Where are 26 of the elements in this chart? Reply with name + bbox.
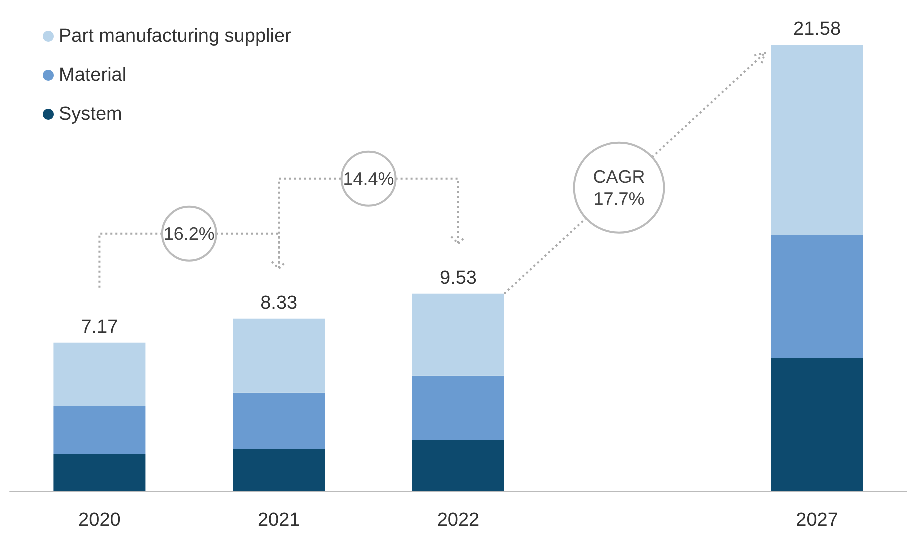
x-tick-label: 2027 — [796, 510, 838, 531]
annotation: 14.4% — [343, 168, 394, 189]
bar — [233, 318, 326, 393]
bar — [54, 406, 146, 454]
annotation: 7.17 — [81, 316, 118, 338]
bar — [412, 440, 504, 491]
legend-label: System — [59, 104, 122, 125]
bar — [771, 45, 864, 235]
annotation: 8.33 — [260, 292, 298, 314]
bar — [771, 358, 864, 491]
bar — [233, 449, 326, 491]
bar — [412, 376, 504, 440]
annotation: 16.2% — [164, 224, 215, 244]
annotation: 9.53 — [440, 268, 477, 289]
x-tick-label: 2020 — [78, 510, 121, 531]
bar — [412, 294, 504, 376]
x-tick-label: 2022 — [437, 510, 480, 531]
bar — [54, 454, 146, 491]
legend-label: Part manufacturing supplier — [59, 26, 292, 47]
bar — [54, 342, 146, 406]
bar — [771, 234, 864, 358]
bar — [233, 392, 326, 450]
annotation: 21.58 — [794, 19, 842, 40]
legend-label: Material — [59, 65, 127, 86]
annotation: CAGR 17.7% — [593, 166, 646, 209]
x-tick-label: 2021 — [258, 510, 300, 531]
